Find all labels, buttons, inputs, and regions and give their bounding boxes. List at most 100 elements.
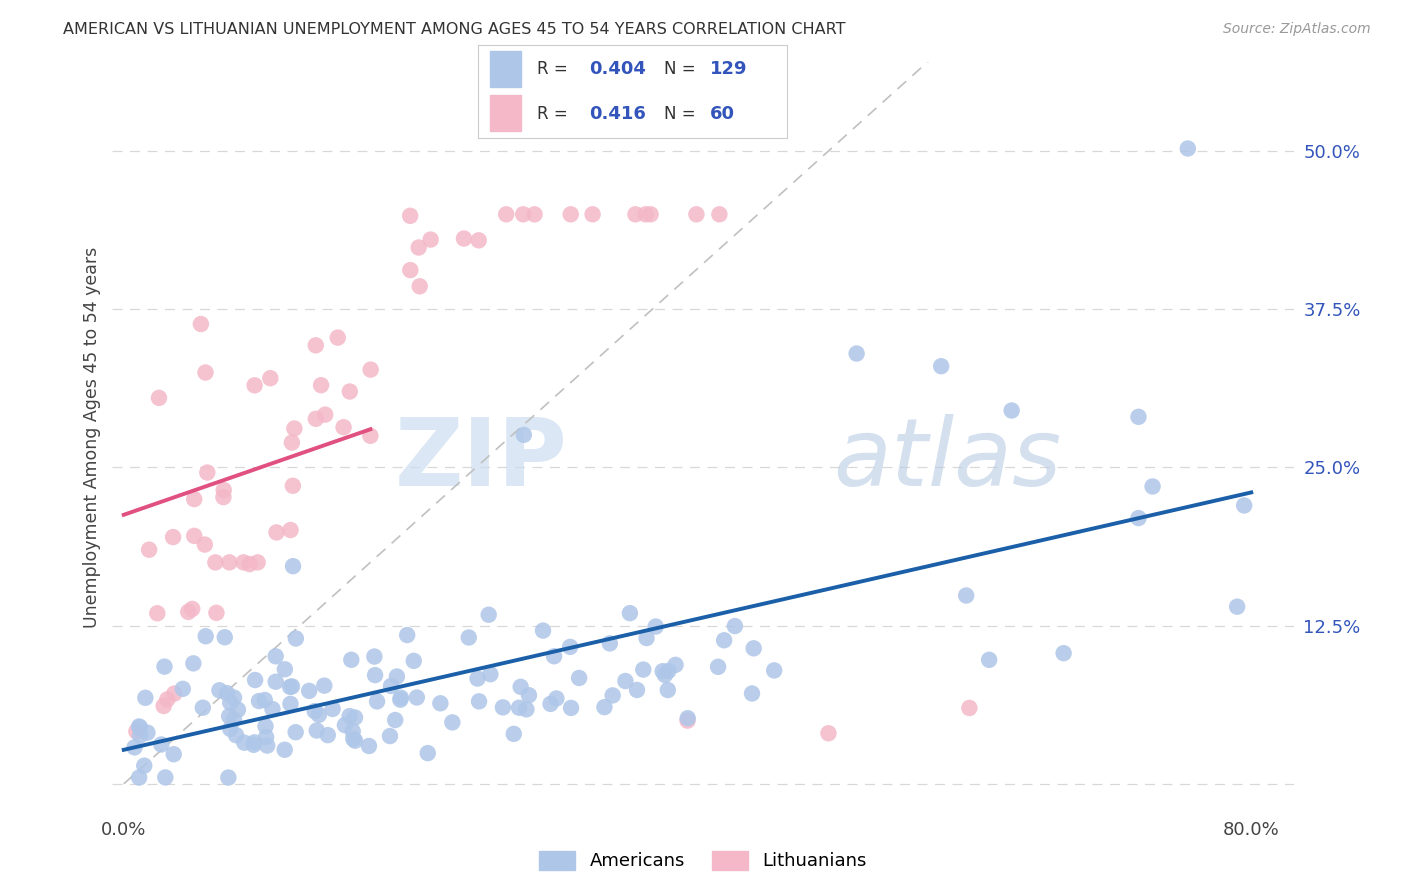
Point xyxy=(636,631,658,645)
Point xyxy=(134,758,156,772)
Point xyxy=(540,697,562,711)
Y-axis label: Unemployment Among Ages 45 to 54 years: Unemployment Among Ages 45 to 54 years xyxy=(83,246,101,628)
Point xyxy=(280,697,302,711)
Point xyxy=(194,537,217,551)
Text: 0.416: 0.416 xyxy=(589,105,647,123)
Point xyxy=(359,429,381,443)
Point xyxy=(226,703,249,717)
Point xyxy=(204,555,226,569)
Point xyxy=(322,702,344,716)
Point xyxy=(1128,511,1150,525)
Point xyxy=(316,728,339,742)
Point xyxy=(217,771,239,785)
Point xyxy=(502,727,524,741)
Point xyxy=(280,523,302,537)
Point xyxy=(128,771,150,785)
Point xyxy=(281,559,304,574)
Text: AMERICAN VS LITHUANIAN UNEMPLOYMENT AMONG AGES 45 TO 54 YEARS CORRELATION CHART: AMERICAN VS LITHUANIAN UNEMPLOYMENT AMON… xyxy=(63,22,846,37)
Point xyxy=(222,713,245,727)
Point xyxy=(342,724,364,739)
Bar xyxy=(491,95,522,131)
Point xyxy=(664,657,686,672)
Point xyxy=(233,736,256,750)
Point xyxy=(389,690,412,705)
Point xyxy=(763,664,786,678)
Point xyxy=(150,738,173,752)
Point xyxy=(1052,646,1074,660)
Point xyxy=(264,649,287,664)
Point xyxy=(380,679,402,693)
Point xyxy=(640,207,662,221)
Text: R =: R = xyxy=(537,60,572,78)
Point xyxy=(1233,499,1256,513)
Point xyxy=(208,683,231,698)
Point xyxy=(218,555,240,569)
Point xyxy=(305,411,328,425)
Point xyxy=(441,715,464,730)
Point xyxy=(419,233,441,247)
Point xyxy=(560,701,582,715)
Point xyxy=(581,207,603,221)
Point xyxy=(264,674,287,689)
Point xyxy=(219,722,242,736)
Point xyxy=(281,680,304,694)
Point xyxy=(602,689,624,703)
Point xyxy=(817,726,839,740)
Point xyxy=(845,346,868,360)
Point xyxy=(979,653,1001,667)
Point xyxy=(238,557,260,571)
Point xyxy=(531,624,554,638)
Point xyxy=(654,668,676,682)
Point xyxy=(253,693,276,707)
Point xyxy=(129,729,152,743)
Point xyxy=(326,330,349,344)
Point xyxy=(232,555,254,569)
Point xyxy=(163,747,186,762)
Point xyxy=(416,746,439,760)
Point xyxy=(957,701,980,715)
Point xyxy=(274,662,297,676)
Point xyxy=(378,729,401,743)
Point xyxy=(344,733,367,747)
Point xyxy=(707,660,730,674)
Point xyxy=(724,619,747,633)
Point xyxy=(219,696,242,710)
Point xyxy=(363,649,385,664)
Point xyxy=(305,338,328,352)
Point xyxy=(194,629,217,643)
Point xyxy=(259,371,281,385)
Point xyxy=(314,679,336,693)
Point xyxy=(281,435,304,450)
Point xyxy=(332,420,354,434)
Point xyxy=(523,207,546,221)
Point xyxy=(468,694,491,708)
Point xyxy=(657,664,679,678)
Point xyxy=(512,207,534,221)
Point xyxy=(281,479,304,493)
Point xyxy=(713,633,735,648)
Point xyxy=(124,740,146,755)
Point xyxy=(342,731,364,746)
Point xyxy=(308,707,330,722)
Point xyxy=(183,529,205,543)
Point xyxy=(339,384,361,399)
Point xyxy=(194,366,217,380)
Point xyxy=(619,606,641,620)
Point xyxy=(148,391,170,405)
Text: N =: N = xyxy=(664,60,700,78)
Point xyxy=(408,240,430,254)
Point xyxy=(214,630,236,644)
Point xyxy=(709,207,731,221)
Point xyxy=(156,692,179,706)
Point xyxy=(183,657,205,671)
Point xyxy=(344,710,367,724)
Point xyxy=(402,654,425,668)
Bar xyxy=(491,51,522,87)
Point xyxy=(304,704,326,718)
Point xyxy=(742,641,765,656)
Point xyxy=(284,632,307,646)
Text: 60: 60 xyxy=(710,105,735,123)
Point xyxy=(340,653,363,667)
Point xyxy=(389,692,412,706)
Point xyxy=(479,667,502,681)
